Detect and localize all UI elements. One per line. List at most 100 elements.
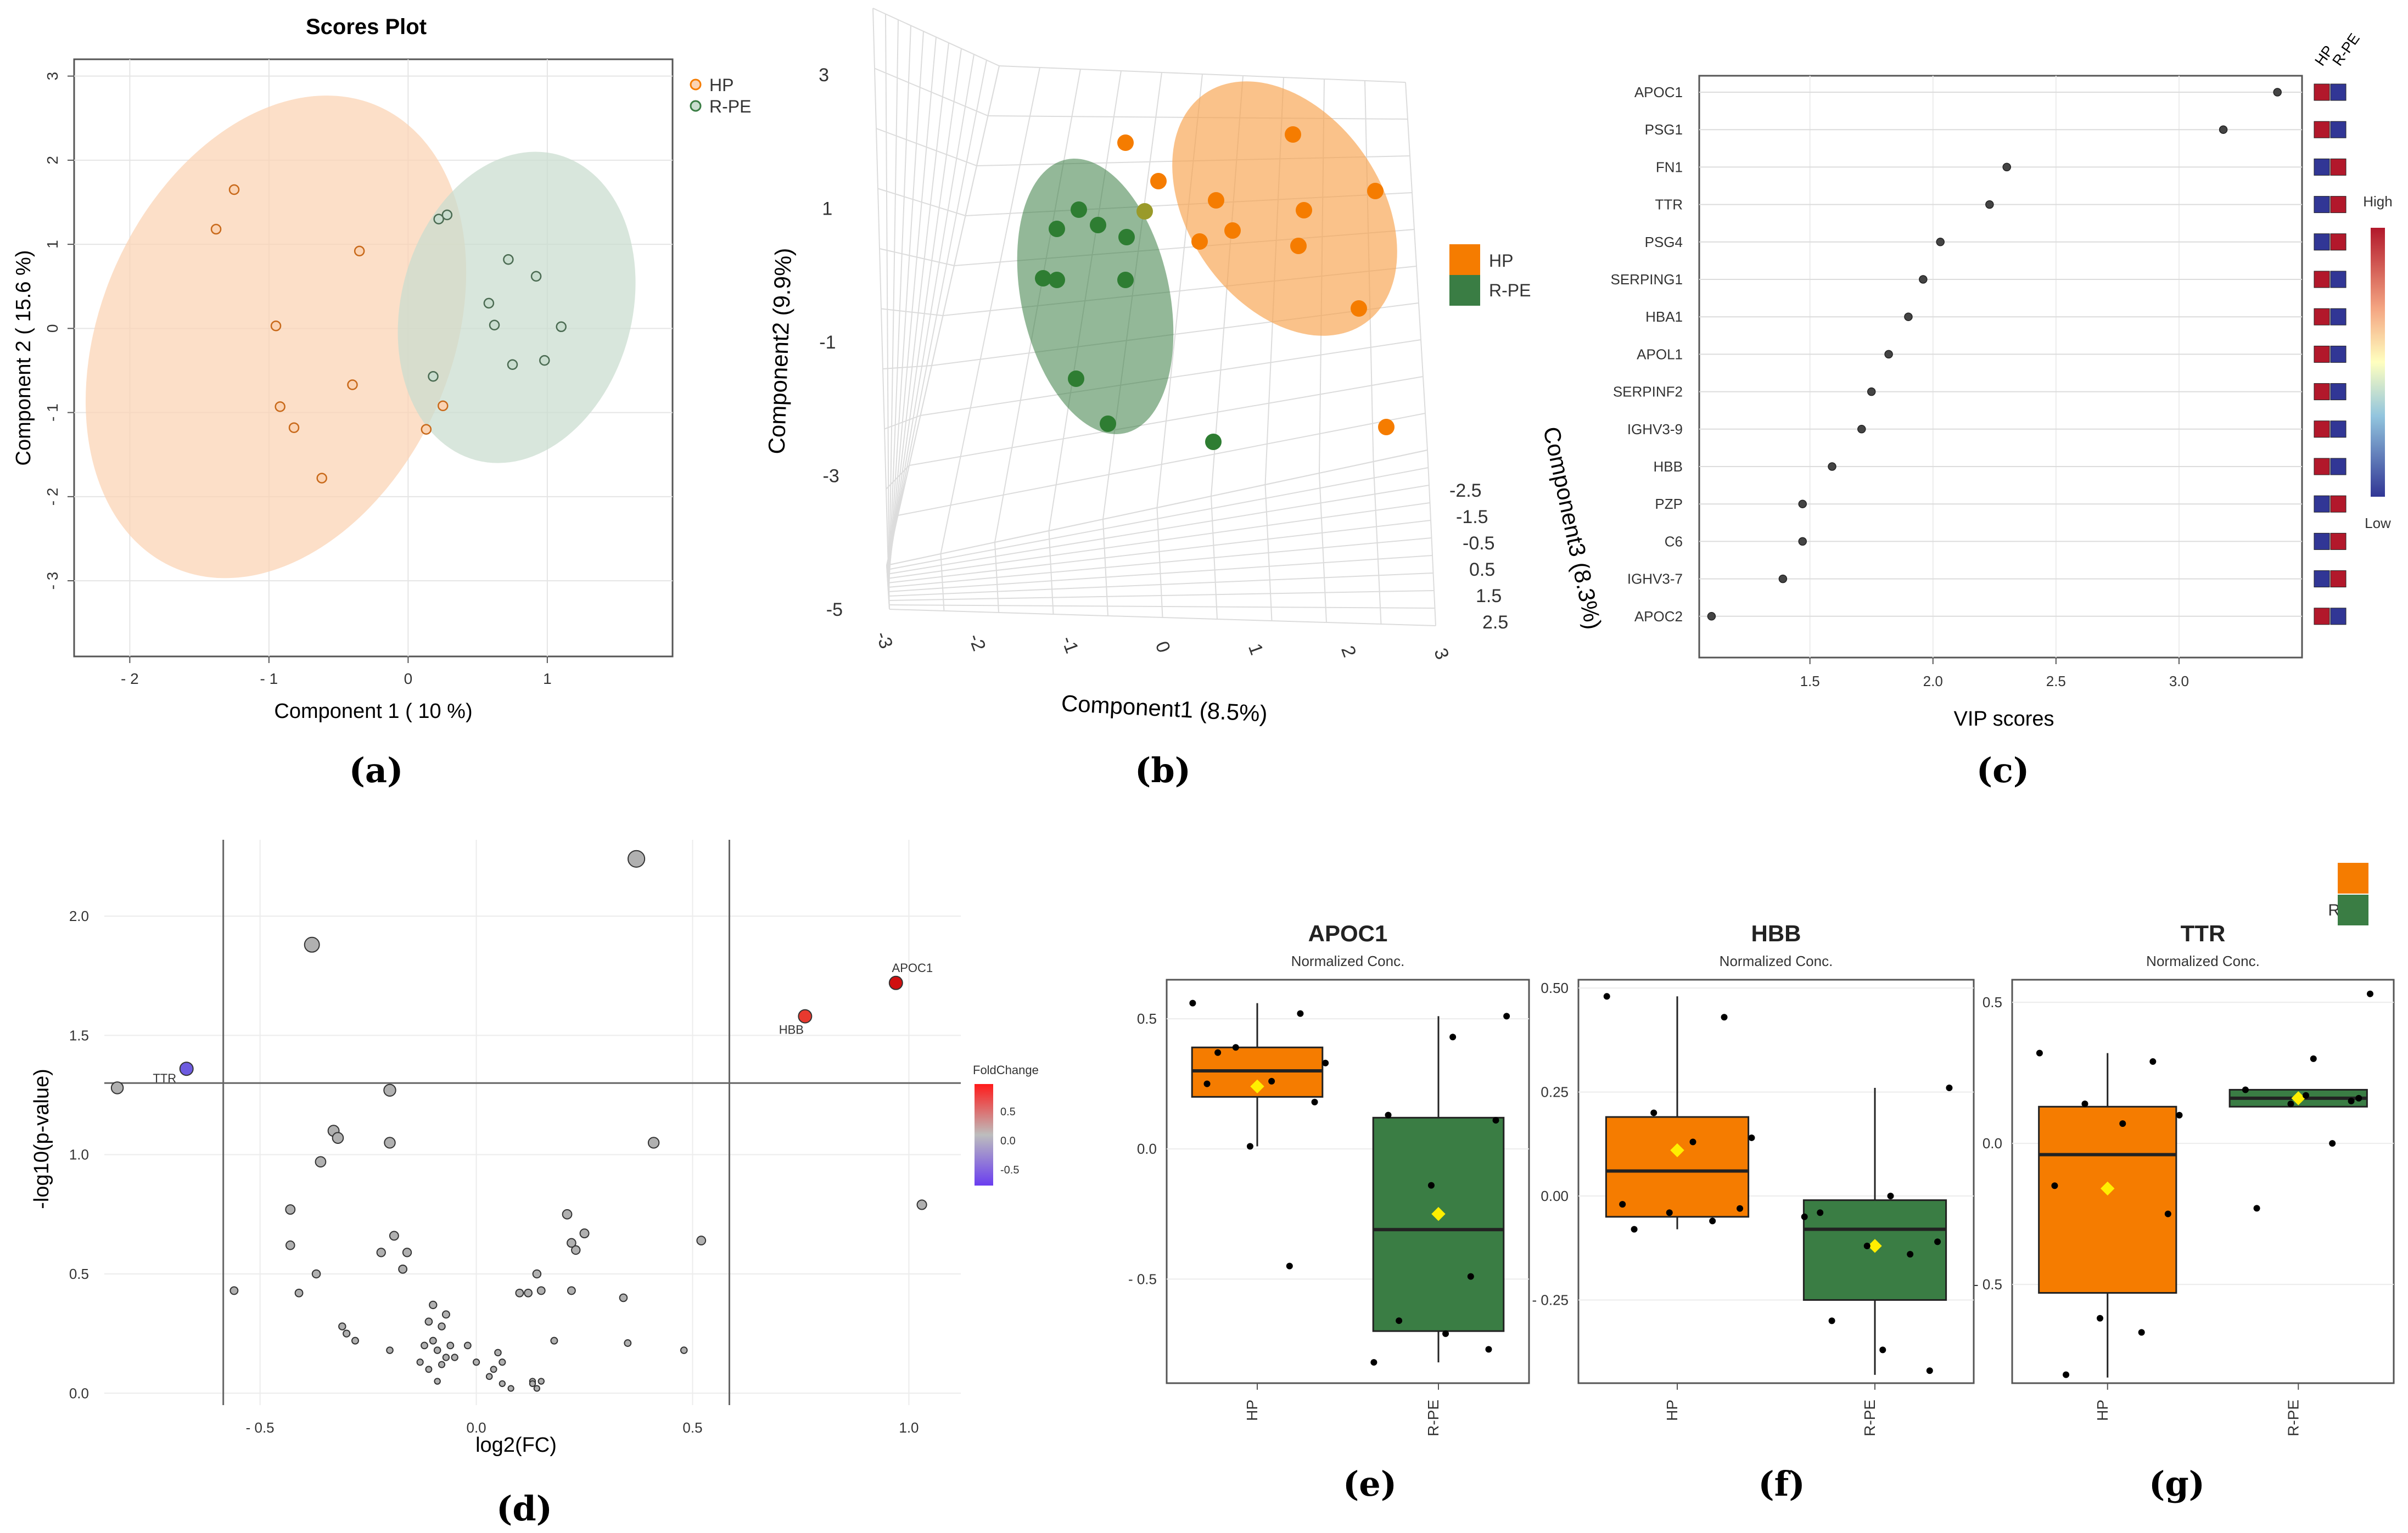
volcano-point	[507, 1385, 514, 1392]
panel-label-d: (d)	[496, 1489, 552, 1529]
volcano-point	[441, 1310, 450, 1319]
foldchange-tick: -0.5	[1000, 1164, 1019, 1176]
legend-3d-rpe-label: R-PE	[1489, 280, 1531, 300]
data-point-hp	[421, 424, 432, 435]
volcano-point	[537, 1378, 545, 1385]
panel-a-legend: HP R-PE	[690, 75, 751, 116]
grid-line-3d	[1319, 473, 1327, 623]
grid-line-3d	[1211, 496, 1218, 620]
point-3d-rpe	[1068, 370, 1084, 387]
box-mean-marker	[2291, 1091, 2305, 1105]
feature-label: PZP	[1655, 496, 1683, 512]
data-point-rpe	[507, 359, 518, 370]
panel-f-boxplot-hbb: 0.50 0.25 0.00 - 0.25 HBB Normalized Conc. HP R…	[1532, 920, 1975, 1436]
box-jitter-point	[1934, 1238, 1941, 1245]
panel-d-xlabel: log2(FC)	[475, 1434, 557, 1457]
feature-label: PSG1	[1645, 121, 1683, 138]
vip-point	[1798, 499, 1807, 508]
panel-label-c: (c)	[1976, 750, 2029, 790]
box-jitter-point	[2051, 1182, 2058, 1189]
volcano-point-highlight	[179, 1062, 194, 1076]
boxplot-title: HBB	[1751, 920, 1801, 946]
colorbar-low-label: Low	[2365, 515, 2391, 531]
heatmap-cell-rpe	[2330, 233, 2347, 251]
volcano-point	[619, 1293, 628, 1302]
panel-a-ylabel: Component 2 ( 15.6 %)	[12, 250, 35, 466]
box-jitter-point	[1449, 1034, 1457, 1041]
grid-line-3d	[887, 42, 949, 583]
y-tick-label: - 1	[44, 403, 61, 422]
vip-point	[2273, 88, 2282, 97]
point-3d-hp	[1367, 183, 1384, 199]
vip-point	[1904, 312, 1913, 321]
heatmap-cell-rpe	[2330, 495, 2347, 513]
legend-rpe-label: R-PE	[709, 97, 751, 116]
point-3d-rpe	[1035, 270, 1051, 287]
box-jitter-point	[1748, 1134, 1755, 1141]
volcano-point	[446, 1341, 455, 1350]
volcano-point	[304, 936, 320, 953]
ellipse-rpe-3d	[1017, 158, 1174, 435]
point-3d-rpe	[1049, 221, 1065, 237]
grid-line-3d	[882, 365, 932, 369]
vip-point	[1919, 275, 1928, 284]
box-jitter-point	[1817, 1209, 1824, 1216]
panel-d-plot-area	[104, 840, 961, 1405]
feature-label: HBB	[1654, 458, 1683, 475]
box-jitter-point	[2366, 990, 2373, 997]
x-tick-label-3d: 1	[1244, 641, 1267, 658]
volcano-point	[533, 1385, 540, 1392]
box-jitter-point	[1385, 1111, 1392, 1119]
heatmap-cell-hp	[2314, 271, 2330, 288]
box-iqr	[1372, 1116, 1505, 1332]
panel-a-xlabel: Component 1 ( 10 %)	[274, 700, 472, 723]
volcano-point-label: APOC1	[892, 961, 933, 975]
vip-point	[1707, 612, 1716, 621]
panel-a-scores-plot: - 2 - 1 0 1 - 3 - 2 - 1 0 1 2 3 Scores Plot Compon…	[12, 15, 751, 790]
box-jitter-point	[1214, 1049, 1222, 1056]
volcano-point	[472, 1358, 480, 1366]
volcano-point	[579, 1228, 590, 1239]
y-tick-label: 1.5	[69, 1027, 89, 1043]
confidence-ellipse-rpe	[397, 151, 636, 463]
feature-label: APOC2	[1634, 608, 1683, 625]
grid-line-3d	[886, 65, 1000, 566]
feature-label: SERPING1	[1611, 271, 1683, 288]
box-jitter-point	[1286, 1262, 1293, 1270]
x-tick-label: 1.0	[899, 1419, 919, 1436]
vip-point	[1867, 387, 1876, 396]
box-jitter-point	[1492, 1117, 1499, 1124]
point-3d-rpe	[1071, 201, 1087, 218]
y-tick-label: 0.0	[1983, 1135, 2002, 1152]
heatmap-cell-rpe	[2330, 121, 2347, 138]
heatmap-cell-hp	[2314, 196, 2330, 214]
panel-d-volcano-plot: APOC1 HBB TTR - 0.5 0.0 0.5 1.0 0.0 0.5 1.0 1.5 2.…	[30, 840, 1039, 1529]
point-3d-hp	[1351, 300, 1367, 317]
volcano-point	[536, 1286, 546, 1295]
box-jitter-point	[1442, 1330, 1449, 1337]
heatmap-cell-hp	[2314, 121, 2330, 138]
feature-label: APOC1	[1634, 84, 1683, 100]
grid-line-3d	[1405, 82, 1428, 451]
grid-line-3d	[887, 520, 1431, 583]
data-point-hp	[288, 422, 300, 433]
volcano-point	[515, 1288, 524, 1298]
feature-label: FN1	[1656, 159, 1683, 175]
y-tick-label: - 3	[44, 572, 61, 590]
heatmap-cell-rpe	[2330, 158, 2347, 176]
volcano-point	[315, 1156, 327, 1168]
volcano-point	[647, 1137, 660, 1149]
legend-rpe-marker	[690, 100, 702, 112]
data-point-rpe	[503, 254, 514, 265]
heatmap-cell-rpe	[2330, 345, 2347, 363]
volcano-point	[294, 1288, 304, 1298]
box-jitter-point	[1887, 1193, 1894, 1200]
volcano-point	[916, 1199, 927, 1210]
box-jitter-point	[2036, 1049, 2043, 1057]
z-tick-label-3d: -2.5	[1449, 480, 1482, 501]
box-jitter-point	[2149, 1058, 2157, 1065]
heatmap-cell-hp	[2314, 608, 2330, 625]
volcano-point	[424, 1317, 433, 1326]
x-tick-label: HP	[1244, 1400, 1261, 1421]
grid-line-3d	[898, 413, 1426, 516]
